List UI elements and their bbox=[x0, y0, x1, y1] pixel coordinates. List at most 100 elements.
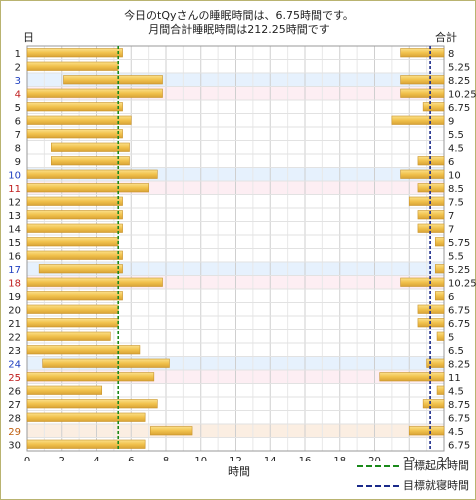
sleep-bar-10-2 bbox=[400, 169, 445, 179]
sleep-bar-5-2 bbox=[422, 102, 445, 112]
day-label-20: 20 bbox=[8, 305, 21, 316]
sleep-bar-26-2 bbox=[436, 385, 445, 395]
sleep-bar-21-1 bbox=[26, 318, 119, 328]
x-tick-14: 14 bbox=[264, 456, 277, 461]
sleep-bar-6-1 bbox=[26, 115, 132, 125]
day-total-13: 7 bbox=[448, 211, 454, 222]
monthly-total-text: 月間合計睡眠時間は212.25時間です bbox=[148, 23, 330, 36]
day-total-10: 10 bbox=[448, 170, 461, 181]
sleep-bar-26-1 bbox=[26, 385, 103, 395]
sleep-bar-27-2 bbox=[422, 399, 445, 409]
x-tick-22: 22 bbox=[403, 456, 416, 461]
sleep-bar-20-1 bbox=[26, 304, 119, 314]
x-tick-10: 10 bbox=[194, 456, 207, 461]
day-total-23: 6.5 bbox=[448, 346, 464, 357]
sleep-bar-22-1 bbox=[26, 331, 111, 341]
day-total-19: 6 bbox=[448, 292, 454, 303]
sleep-bar-13-1 bbox=[26, 210, 123, 220]
sleep-bar-2-1 bbox=[26, 61, 119, 71]
day-label-9: 9 bbox=[15, 157, 21, 168]
day-label-21: 21 bbox=[8, 319, 21, 330]
sleep-bar-chart: 1234567891011121314151617181920212223242… bbox=[8, 45, 476, 461]
day-total-20: 6.75 bbox=[448, 305, 470, 316]
x-tick-6: 6 bbox=[128, 456, 134, 461]
day-total-26: 4.5 bbox=[448, 386, 464, 397]
legend-bed: 目標就寝時間 bbox=[357, 479, 469, 493]
sleep-bar-1-2 bbox=[400, 48, 445, 58]
day-total-30: 6.75 bbox=[448, 440, 470, 451]
day-total-22: 5 bbox=[448, 332, 454, 343]
day-label-2: 2 bbox=[15, 62, 21, 73]
sleep-bar-17-1 bbox=[38, 264, 123, 274]
sleep-bar-22-2 bbox=[436, 331, 445, 341]
x-tick-12: 12 bbox=[229, 456, 242, 461]
day-label-22: 22 bbox=[8, 332, 21, 343]
day-total-5: 6.75 bbox=[448, 103, 470, 114]
day-total-28: 6.75 bbox=[448, 413, 470, 424]
day-total-16: 5.5 bbox=[448, 251, 464, 262]
day-label-25: 25 bbox=[8, 373, 21, 384]
sleep-bar-12-1 bbox=[26, 196, 123, 206]
sleep-bar-3-1 bbox=[63, 75, 163, 85]
day-total-27: 8.75 bbox=[448, 400, 470, 411]
x-tick-2: 2 bbox=[59, 456, 65, 461]
x-tick-24: 24 bbox=[438, 456, 451, 461]
day-label-23: 23 bbox=[8, 346, 21, 357]
sleep-bar-24-2 bbox=[426, 358, 445, 368]
sleep-bar-8-1 bbox=[51, 142, 130, 152]
day-axis-label: 日 bbox=[23, 31, 34, 44]
legend-bed-label: 目標就寝時間 bbox=[403, 479, 469, 492]
day-label-7: 7 bbox=[15, 130, 21, 141]
sleep-bar-9-2 bbox=[417, 156, 445, 166]
sleep-bar-28-1 bbox=[26, 412, 146, 422]
day-label-10: 10 bbox=[8, 170, 21, 181]
day-total-18: 10.25 bbox=[448, 278, 476, 289]
sleep-bar-30-1 bbox=[26, 439, 146, 449]
legend-wake-swatch bbox=[357, 465, 399, 467]
sleep-bar-4-1 bbox=[26, 88, 163, 98]
sleep-bar-20-2 bbox=[417, 304, 445, 314]
sleep-bar-29-2 bbox=[408, 426, 445, 436]
sleep-bar-25-2 bbox=[379, 372, 445, 382]
x-tick-8: 8 bbox=[163, 456, 169, 461]
day-total-15: 5.75 bbox=[448, 238, 470, 249]
day-total-14: 7 bbox=[448, 224, 454, 235]
sleep-bar-29-1 bbox=[150, 426, 193, 436]
day-label-6: 6 bbox=[15, 116, 21, 127]
day-label-29: 29 bbox=[8, 427, 21, 438]
today-sleep-text: 今日のtQyさんの睡眠時間は、6.75時間です。 bbox=[124, 9, 354, 22]
day-label-26: 26 bbox=[8, 386, 21, 397]
day-total-12: 7.5 bbox=[448, 197, 464, 208]
day-label-5: 5 bbox=[15, 103, 21, 114]
day-label-13: 13 bbox=[8, 211, 21, 222]
x-tick-20: 20 bbox=[368, 456, 381, 461]
day-total-21: 6.75 bbox=[448, 319, 470, 330]
sleep-bar-19-2 bbox=[435, 291, 445, 301]
sleep-bar-27-1 bbox=[26, 399, 158, 409]
day-label-3: 3 bbox=[15, 76, 21, 87]
day-label-16: 16 bbox=[8, 251, 21, 262]
day-label-24: 24 bbox=[8, 359, 21, 370]
day-label-27: 27 bbox=[8, 400, 21, 411]
sleep-bar-1-1 bbox=[26, 48, 123, 58]
day-total-9: 6 bbox=[448, 157, 454, 168]
x-tick-16: 16 bbox=[299, 456, 312, 461]
sleep-bar-5-1 bbox=[26, 102, 123, 112]
sleep-bar-10-1 bbox=[26, 169, 158, 179]
legend-wake-label: 目標起床時間 bbox=[403, 459, 469, 472]
day-label-30: 30 bbox=[8, 440, 21, 451]
sleep-bar-21-2 bbox=[417, 318, 445, 328]
x-tick-4: 4 bbox=[93, 456, 99, 461]
total-axis-label: 合計 bbox=[435, 31, 457, 44]
sleep-bar-25-1 bbox=[26, 372, 155, 382]
day-total-24: 8.25 bbox=[448, 359, 470, 370]
day-label-14: 14 bbox=[8, 224, 21, 235]
day-label-11: 11 bbox=[8, 184, 21, 195]
day-label-8: 8 bbox=[15, 143, 21, 154]
day-total-2: 5.25 bbox=[448, 62, 470, 73]
sleep-bar-11-1 bbox=[26, 183, 149, 193]
sleep-bar-13-2 bbox=[417, 210, 445, 220]
sleep-bar-12-2 bbox=[408, 196, 445, 206]
day-total-8: 4.5 bbox=[448, 143, 464, 154]
